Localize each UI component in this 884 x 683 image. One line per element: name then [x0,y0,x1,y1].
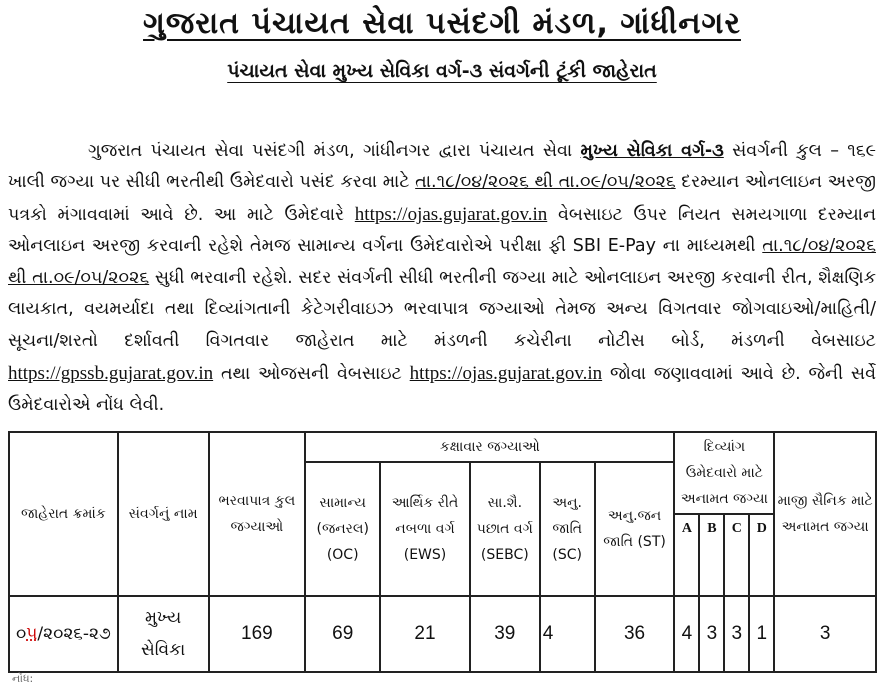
header-sc: અનુ. જાતિ (SC) [538,461,596,597]
header-disabled-group: દિવ્યાંગ ઉમેદવારો માટે અનામત જગ્યા [673,431,776,515]
cell-st: 36 [593,595,676,673]
cell-ews: 21 [379,595,471,673]
application-dates: તા.૧૮/૦૪/૨૦૨૬ થી તા.૦૯/૦૫/૨૦૨૬ [415,172,676,193]
header-ex-serviceman: માજી સૈનિક માટે અનામત જગ્યા [773,431,877,597]
text: સુધી ભરવાની રહેશે. સદર સંવર્ગની સીધી ભરત… [8,267,876,352]
header-general: સામાન્ય (જનરલ) (OC) [304,461,382,597]
header-category-group: કક્ષાવાર જગ્યાઓ [304,431,676,463]
cell-d: 1 [748,595,776,673]
page-title: ગુજરાત પંચાયત સેવા પસંદગી મંડળ, ગાંધીનગર [0,6,884,41]
text: /૨૦૨૬-૨૭ [37,624,111,644]
fee-dates: તા.૧૮/૦૪/૨૦૨૬ થી તા.૦૯/૦૫/૨૦૨૬ [8,236,876,288]
header-total: ભરવાપાત્ર કુલ જગ્યાઓ [207,431,307,597]
header-b: B [698,513,726,597]
cell-sc: 4 [538,595,596,673]
header-c: C [723,513,751,597]
table-row: ૦૫/૨૦૨૬-૨૭ મુખ્ય સેવિકા 169 69 21 39 4 3… [8,595,877,673]
header-a: A [673,513,701,597]
text: તથા ઓજસની વેબસાઇટ [213,363,410,384]
note-label: નોંધ: [12,672,34,683]
post-name: મુખ્ય સેવિકા વર્ગ-૩ [580,140,724,161]
text: ૦ [15,624,27,644]
text: દરમ્યાન ઓનલાઇન અરજી પત્રકો મંગાવવામાં આવ… [8,172,876,225]
header-advt-no: જાહેરાત ક્રમાંક [8,431,119,597]
page-subtitle: પંચાયત સેવા મુખ્ય સેવિકા વર્ગ-૩ સંવર્ગની… [0,60,884,82]
cell-advt-no: ૦૫/૨૦૨૬-૨૭ [8,595,119,673]
cell-cadre-name: મુખ્ય સેવિકા [116,595,210,673]
cell-general: 69 [304,595,382,673]
header-d: D [748,513,776,597]
header-cadre-name: સંવર્ગનું નામ [116,431,210,597]
cell-c: 3 [723,595,751,673]
cell-ex-serviceman: 3 [773,595,877,673]
notice-paragraph: ગુજરાત પંચાયત સેવા પસંદગી મંડળ, ગાંધીનગર… [8,136,876,422]
header-ews: આર્થિક રીતે નબળા વર્ગ (EWS) [379,461,471,597]
vacancy-table: જાહેરાત ક્રમાંક સંવર્ગનું નામ ભરવાપાત્ર … [8,431,877,673]
gpssb-link[interactable]: https://gpssb.gujarat.gov.in [8,362,214,384]
text: જોવા જણાવવામાં આવે છે. જેની સર્વે ઉમેદવા… [8,363,877,416]
header-st: અનુ.જન જાતિ (ST) [593,461,676,597]
title-text: ગુજરાત પંચાયત સેવા પસંદગી મંડળ, ગાંધીનગર [143,6,741,41]
text: સંવર્ગની કુલ – ૧૬૯ ખાલી જગ્યા પર સીધી ભર… [8,140,876,193]
ojas-link-2[interactable]: https://ojas.gujarat.gov.in [409,362,603,384]
text: ૫ [26,624,38,644]
text: વેબસાઇટ ઉપર નિયત સમયગાળા દરમ્યાન ઓનલાઇન … [8,204,876,257]
ojas-link[interactable]: https://ojas.gujarat.gov.in [354,203,548,225]
subtitle-text: પંચાયત સેવા મુખ્ય સેવિકા વર્ગ-૩ સંવર્ગની… [227,60,657,82]
header-sebc: સા.શૈ. પછાત વર્ગ (SEBC) [468,461,541,597]
cell-sebc: 39 [468,595,541,673]
cell-total: 169 [207,595,307,673]
cell-b: 3 [698,595,726,673]
cell-a: 4 [673,595,701,673]
text: ગુજરાત પંચાયત સેવા પસંદગી મંડળ, ગાંધીનગર… [88,140,581,161]
